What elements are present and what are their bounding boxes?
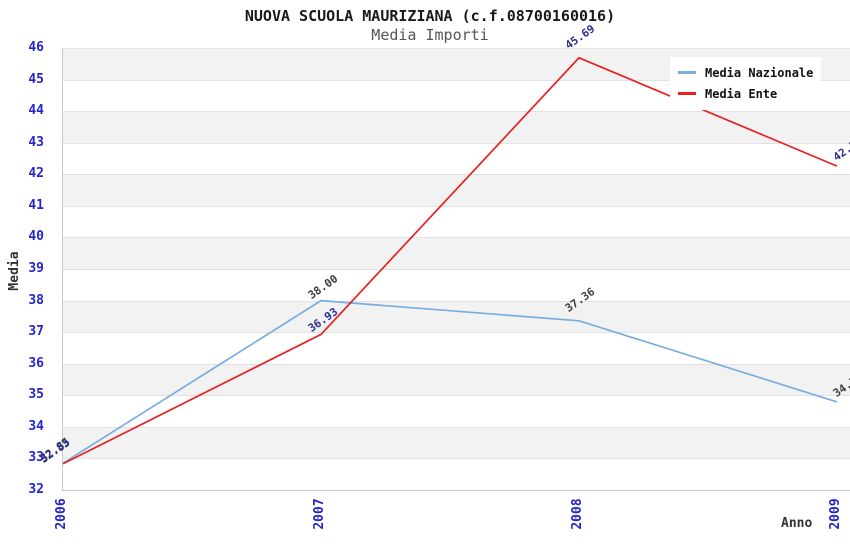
chart-title: NUOVA SCUOLA MAURIZIANA (c.f.08700160016… — [244, 7, 616, 25]
legend-item-label: Media Nazionale — [705, 65, 814, 80]
y-tick-label: 32 — [28, 482, 44, 497]
plot-band — [63, 300, 850, 333]
plot-band — [63, 269, 850, 301]
plot-band — [63, 426, 850, 459]
x-tick-label: 2007 — [312, 498, 327, 530]
y-tick-label: 39 — [28, 261, 44, 276]
y-tick-label: 37 — [28, 324, 44, 340]
y-tick-label: 41 — [28, 197, 44, 213]
legend-swatch — [678, 71, 696, 74]
plot-band — [63, 395, 850, 427]
legend-swatch — [678, 92, 696, 95]
legend-item-label: Media Ente — [705, 86, 778, 101]
plot-band — [63, 458, 850, 490]
y-tick-label: 38 — [28, 292, 44, 308]
y-tick-label: 45 — [28, 71, 44, 87]
x-tick-label: 2009 — [828, 498, 843, 530]
y-tick-label: 43 — [28, 134, 44, 150]
x-tick-label: 2006 — [54, 498, 69, 530]
series-line-media-ente — [62, 56, 838, 465]
legend-item: Media Nazionale — [678, 62, 813, 83]
legend: Media Nazionale Media Ente — [670, 57, 822, 110]
y-tick-label: 36 — [28, 355, 44, 371]
x-axis-title: Anno — [781, 516, 813, 531]
plot-band — [63, 363, 850, 396]
y-tick-label: 34 — [28, 418, 44, 434]
y-tick-label: 42 — [28, 166, 44, 182]
y-tick-label: 40 — [28, 229, 44, 245]
y-tick-label: 44 — [28, 103, 44, 119]
y-tick-label: 33 — [28, 450, 44, 466]
y-tick-label: 35 — [28, 387, 44, 403]
legend-item: Media Ente — [678, 83, 813, 104]
chart-lines — [62, 56, 838, 465]
plot-area — [62, 48, 850, 491]
plot-band — [63, 205, 850, 238]
x-tick-label: 2008 — [570, 498, 585, 530]
plot-band — [63, 142, 850, 175]
chart-subtitle: Media Importi — [371, 26, 489, 44]
series-line-media-nazionale — [62, 299, 838, 464]
y-tick-label: 46 — [28, 40, 44, 55]
plot-band — [63, 332, 850, 364]
plot-band — [63, 237, 850, 269]
